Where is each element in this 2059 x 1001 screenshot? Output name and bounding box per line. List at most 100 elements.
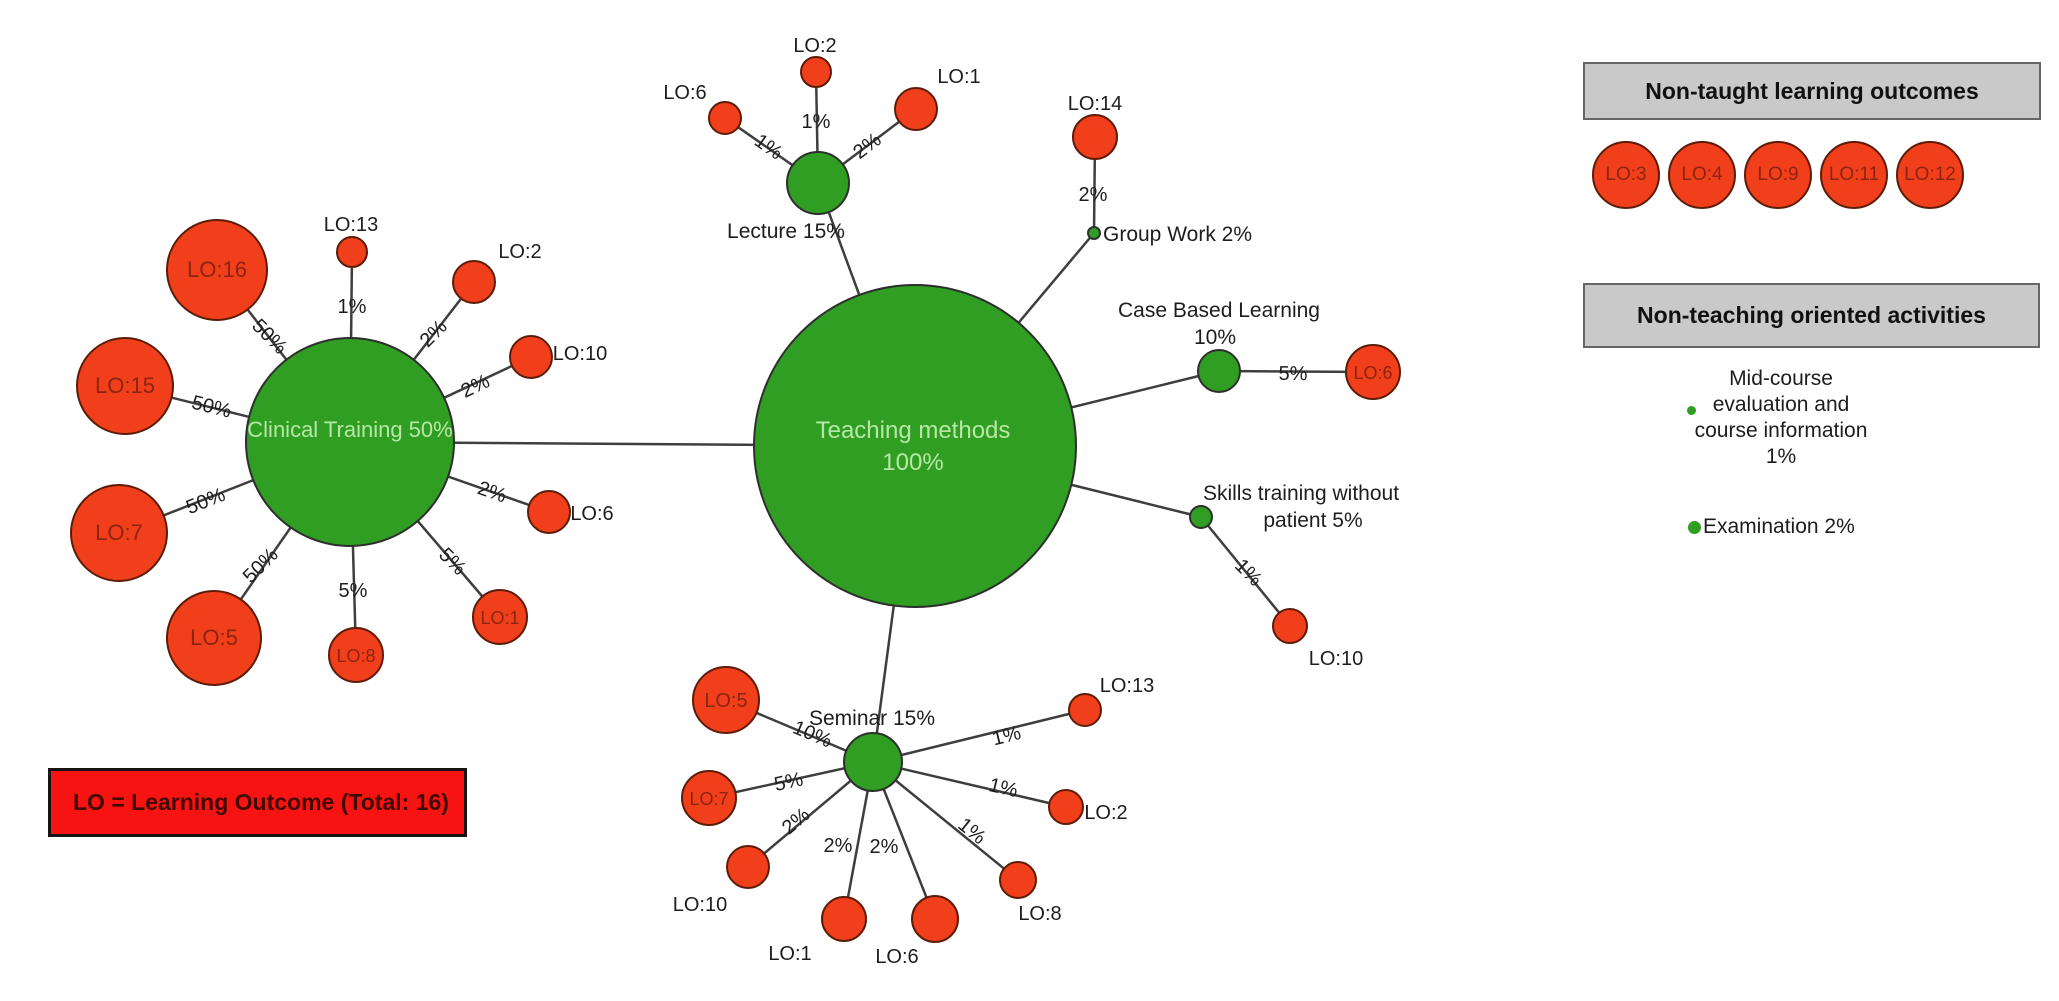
label-groupwork: Group Work 2% (1103, 223, 1252, 246)
lo-legend-box: LO = Learning Outcome (Total: 16) (48, 768, 467, 837)
mid-course-line-2: evaluation and (1712, 393, 1850, 416)
examination-label: Examination 2% (1703, 515, 1855, 538)
mid-course-label: Mid-course evaluation and course informati… (1661, 366, 1901, 470)
edge-percent-lo2l: 1% (802, 111, 831, 133)
node-lo13s (1068, 693, 1102, 727)
label-lo8c: LO:8 (336, 646, 375, 666)
node-lo2s (1048, 789, 1084, 825)
label-lecture: Lecture 15% (727, 220, 845, 243)
node-lo5c (166, 590, 262, 686)
node-teaching (753, 284, 1077, 608)
label-lo15: LO:15 (95, 373, 155, 398)
edge-percent-lo13s: 1% (990, 722, 1024, 750)
node-lo6s (911, 895, 959, 943)
label-lo10c: LO:10 (553, 343, 607, 365)
edge-percent-lo6l: 1% (750, 130, 786, 165)
label-seminar: Seminar 15% (809, 707, 935, 730)
node-lo7s (681, 770, 737, 826)
edge-percent-lo8s: 1% (954, 814, 990, 849)
edge-seminar-lo13s (872, 708, 1086, 764)
node-lo13c (336, 236, 368, 268)
node-lo5s (692, 666, 760, 734)
edge-percent-lo7s: 5% (772, 768, 805, 796)
node-clinical (245, 337, 455, 547)
label-lo5c: LO:5 (190, 625, 238, 650)
label-teaching-line2: 100% (882, 449, 943, 476)
edge-seminar-lo8s (872, 761, 1019, 881)
label-skills-line2: patient 5% (1263, 509, 1362, 532)
mid-course-node-dot (1687, 406, 1696, 415)
label-lo2c: LO:2 (498, 241, 541, 263)
node-lo2c (452, 260, 496, 304)
non-teaching-activities-title: Non-teaching oriented activities (1637, 302, 1986, 328)
label-lo6c: LO:6 (570, 503, 613, 525)
node-cbl (1197, 349, 1241, 393)
node-lo16 (166, 219, 268, 321)
mid-course-line-4: 1% (1765, 445, 1797, 468)
edge-percent-lo1l: 2% (849, 129, 885, 164)
node-lo15 (76, 337, 174, 435)
label-teaching-line1: Teaching methods (816, 417, 1011, 444)
node-seminar (843, 732, 903, 792)
non-taught-outcomes-title: Non-taught learning outcomes (1645, 77, 1979, 104)
non-teaching-activities-header: Non-teaching oriented activities (1583, 283, 2040, 348)
edge-percent-lo10c: 2% (458, 370, 494, 402)
label-lo8s: LO:8 (1018, 903, 1061, 925)
panel-outcome-lo3: LO:3 (1592, 141, 1660, 209)
edge-seminar-lo2s (872, 760, 1067, 809)
mid-course-line-1: Mid-course (1729, 367, 1833, 390)
panel-outcome-lo4: LO:4 (1668, 141, 1736, 209)
edge-percent-lo2c: 2% (416, 316, 452, 352)
node-lo6b (1345, 344, 1401, 400)
node-skills (1189, 505, 1213, 529)
non-taught-outcomes-header: Non-taught learning outcomes (1583, 62, 2041, 120)
label-lo1c: LO:1 (480, 608, 519, 628)
label-lo1s: LO:1 (768, 943, 811, 965)
edge-percent-lo14: 2% (1079, 184, 1108, 206)
label-lo6l: LO:6 (663, 82, 706, 104)
panel-outcome-lo9: LO:9 (1744, 141, 1812, 209)
examination-node-dot (1688, 521, 1701, 534)
node-lo6c (527, 490, 571, 534)
label-cbl-line2: 10% (1194, 326, 1236, 349)
edge-percent-lo2s: 1% (987, 774, 1020, 802)
label-lo2l: LO:2 (793, 35, 836, 57)
label-lo10s: LO:10 (1309, 648, 1363, 670)
node-lo2l (800, 56, 832, 88)
node-lo1l (894, 87, 938, 131)
edge-percent-lo6c: 2% (475, 477, 510, 507)
label-lo7s: LO:7 (689, 789, 728, 809)
label-lo14: LO:14 (1068, 93, 1122, 115)
mid-course-line-3: course information (1694, 419, 1868, 442)
node-lo10s (1272, 608, 1308, 644)
edge-skills-lo10s (1200, 516, 1291, 627)
label-lo13s: LO:13 (1100, 675, 1154, 697)
edge-percent-lo10m: 2% (778, 804, 814, 840)
node-lo7c (70, 484, 168, 582)
label-lo13c: LO:13 (324, 214, 378, 236)
label-clinical: Clinical Training 50% (247, 417, 452, 442)
label-lo2s: LO:2 (1084, 802, 1127, 824)
label-lo7c: LO:7 (95, 520, 143, 545)
label-lo10m: LO:10 (673, 894, 727, 916)
panel-outcome-lo12: LO:12 (1896, 141, 1964, 209)
non-taught-outcomes-row: LO:3 LO:4 LO:9 LO:11 LO:12 (1592, 141, 1964, 209)
node-lo1s (821, 896, 867, 942)
panel-outcome-lo11: LO:11 (1820, 141, 1888, 209)
label-lo6s: LO:6 (875, 946, 918, 968)
label-lo16: LO:16 (187, 257, 247, 282)
label-lo6b: LO:6 (1353, 363, 1392, 383)
edge-percent-lo13c: 1% (338, 296, 367, 318)
label-lo1l: LO:1 (937, 66, 980, 88)
node-lo8s (999, 861, 1037, 899)
edge-percent-lo6b: 5% (1279, 363, 1308, 385)
edge-percent-lo1s: 2% (824, 835, 853, 857)
label-cbl-line1: Case Based Learning (1118, 299, 1320, 322)
node-lo8c (328, 627, 384, 683)
label-skills-line1: Skills training without (1203, 482, 1399, 505)
node-lo10m (726, 845, 770, 889)
edge-percent-lo7c: 50% (183, 484, 229, 519)
label-lo5s: LO:5 (704, 690, 747, 712)
